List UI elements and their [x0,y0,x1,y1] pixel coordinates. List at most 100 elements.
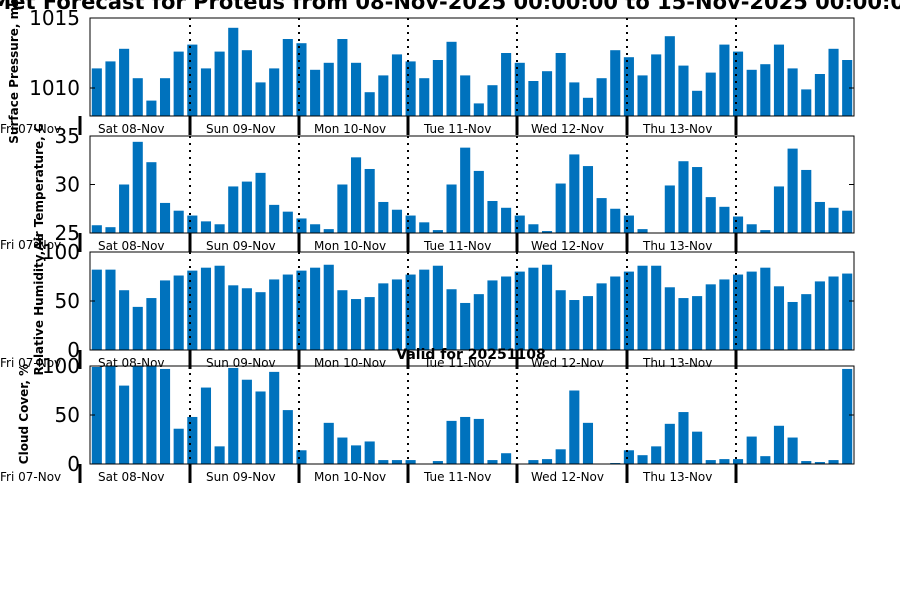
cloud-bar-26 [446,420,457,464]
humidity-bar-11 [241,288,252,350]
temperature-bar-3 [132,141,143,233]
temperature-bar-29 [487,200,498,233]
cloud-bar-54 [828,460,839,464]
cloud-ytick-label-2: 0 [67,452,80,476]
temperature-bar-10 [228,186,239,233]
cloud-bar-51 [787,437,798,464]
humidity-bar-7 [187,270,198,350]
cloud-bar-10 [228,367,239,464]
cloud-panel: Valid for 20251108 Cloud Cover, % Fri 07… [0,347,855,484]
humidity-bar-2 [119,290,130,350]
cloud-bar-48 [746,436,757,464]
pressure-bar-17 [323,62,334,116]
cloud-bar-35 [569,390,580,464]
temperature-bar-6 [173,210,184,233]
pressure-bar-29 [487,85,498,116]
temperature-bar-40 [637,229,648,233]
humidity-bar-49 [760,267,771,350]
cloud-bar-1 [105,366,116,464]
humidity-bar-29 [487,280,498,350]
cloud-bar-12 [255,391,266,464]
humidity-bar-50 [773,286,785,350]
cloud-bar-20 [364,441,375,464]
pressure-bar-54 [828,48,839,116]
temperature-bar-5 [159,202,171,233]
temperature-bar-26 [446,184,457,233]
temperature-bar-55 [842,210,853,233]
cloud-bar-9 [214,446,225,464]
humidity-bar-19 [350,299,362,350]
temperature-bar-11 [241,181,252,233]
temperature-bar-31 [514,215,525,233]
pressure-bar-6 [173,51,184,116]
temperature-bar-50 [773,186,785,233]
pressure-bar-8 [200,68,212,116]
temperature-bar-39 [623,215,634,233]
humidity-bar-53 [814,281,825,350]
cloud-bar-30 [501,453,512,464]
humidity-bar-46 [719,279,730,350]
cloud-bar-2 [119,385,130,464]
humidity-bar-35 [569,300,580,350]
cloud-bar-50 [773,425,785,464]
cloud-bar-42 [664,423,675,464]
cloud-bar-8 [200,387,212,464]
temperature-bar-4 [146,162,157,233]
humidity-bar-43 [678,298,689,350]
cloud-bar-52 [801,461,812,464]
temperature-first-day-label: Fri 07-Nov [0,238,61,252]
humidity-bar-0 [91,269,102,350]
temperature-bar-0 [91,225,102,233]
humidity-bar-42 [664,287,675,350]
pressure-day-label-2: Mon 10-Nov [314,122,386,136]
humidity-bar-45 [705,284,716,350]
humidity-bar-27 [460,302,471,350]
pressure-bar-45 [705,72,716,116]
cloud-bar-25 [432,461,443,464]
humidity-bar-21 [378,283,389,350]
pressure-first-day-label: Fri 07-Nov [0,122,61,136]
humidity-bar-22 [391,279,403,350]
temperature-bar-33 [541,231,553,233]
humidity-bar-34 [555,290,566,350]
humidity-bar-23 [405,274,416,350]
cloud-bar-19 [350,445,362,464]
pressure-bar-0 [91,68,102,116]
pressure-bar-12 [255,82,266,116]
temperature-bar-46 [719,206,730,233]
temperature-bar-24 [419,222,430,233]
pressure-bar-3 [132,78,143,116]
cloud-bar-53 [814,462,825,464]
pressure-bar-18 [337,39,348,116]
pressure-bar-21 [378,75,389,116]
pressure-bar-44 [692,90,703,116]
cloud-day-label-1: Sun 09-Nov [206,470,276,484]
cloud-bar-21 [378,460,389,464]
pressure-bar-35 [569,82,580,116]
humidity-bar-39 [623,271,634,350]
pressure-bar-42 [664,36,675,117]
cloud-bar-34 [555,449,566,464]
pressure-bar-27 [460,75,471,116]
temperature-day-label-3: Tue 11-Nov [423,239,491,253]
cloud-bar-33 [541,459,553,464]
cloud-bar-28 [473,418,484,464]
temperature-bar-27 [460,147,471,233]
cloud-day-label-3: Tue 11-Nov [423,470,491,484]
temperature-bar-48 [746,224,757,233]
pressure-axes-box [89,17,855,117]
temperature-bar-1 [105,227,116,233]
humidity-bar-18 [337,290,348,350]
pressure-day-label-5: Thu 13-Nov [642,122,712,136]
pressure-bar-50 [773,44,785,116]
pressure-bar-5 [159,78,171,116]
cloud-ylabel: Cloud Cover, % [17,364,31,464]
humidity-bar-55 [842,273,853,350]
cloud-bar-3 [132,366,143,464]
pressure-bar-37 [596,78,607,116]
temperature-bar-7 [187,215,198,233]
temperature-day-label-5: Thu 13-Nov [642,239,712,253]
temperature-bar-14 [282,211,293,233]
cloud-bar-39 [623,450,634,464]
temperature-bar-51 [787,148,798,233]
